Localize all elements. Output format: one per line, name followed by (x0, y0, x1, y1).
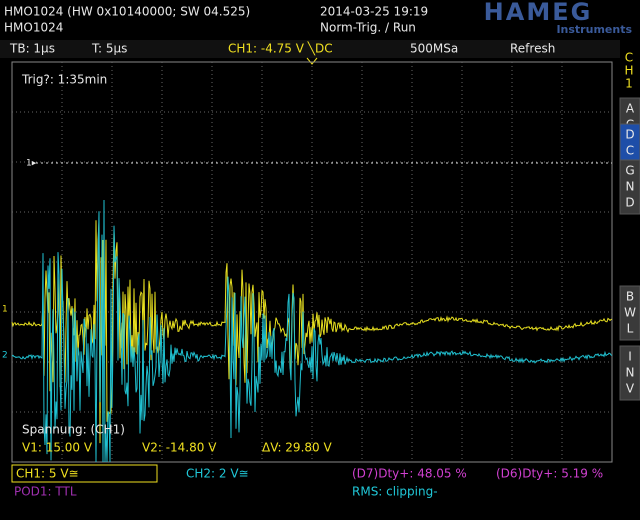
channel-letter: 1 (625, 77, 633, 91)
menu-button-label: N (626, 366, 635, 380)
ch2-scale: CH2: 2 V≅ (186, 467, 249, 481)
ch1-scale: CH1: 5 V≅ (16, 467, 79, 481)
menu-button-label: V (626, 382, 635, 396)
menu-button-label: W (624, 306, 636, 320)
trigger-time: T: 5µs (91, 42, 127, 56)
graticule (12, 62, 612, 462)
cursor-v1: V1: 15.00 V (22, 441, 93, 455)
menu-button-label: I (628, 350, 632, 364)
menu-button-label: B (626, 290, 634, 304)
menu-button-label: D (625, 128, 634, 142)
menu-button-label: N (626, 180, 635, 194)
device-info: HMO1024 (HW 0x10140000; SW 04.525) (4, 5, 250, 19)
trigger-info: Trig?: 1:35min (21, 73, 107, 87)
ch2-waveform (11, 199, 613, 463)
menu-button-label: L (627, 322, 634, 336)
channel-letter: H (624, 64, 633, 78)
ch1-box[interactable] (11, 464, 158, 483)
acquisition: Refresh (510, 42, 555, 56)
reference-marker: 1▸ (26, 159, 37, 169)
menu-button-label: D (625, 196, 634, 210)
menu-button[interactable] (619, 285, 640, 341)
side-menu: CH1ACDCGNDBWLINV (619, 51, 640, 401)
measure-2: (D6)Dty+: 5.19 % (496, 467, 603, 481)
menu-button-label: G (625, 164, 634, 178)
ch1-marker: 1 (2, 305, 8, 315)
cursor-delta: ΔV: 29.80 V (262, 441, 332, 455)
sample-rate: 500MSa (410, 42, 458, 56)
channel-letter: C (625, 51, 633, 65)
measure-3: RMS: clipping- (352, 485, 438, 499)
trigger-position (306, 57, 318, 65)
pod: POD1: TTL (14, 485, 77, 499)
measure-1: (D7)Dty+: 48.05 % (352, 467, 467, 481)
menu-button-label: A (626, 102, 635, 116)
menu-button[interactable] (619, 159, 640, 215)
cursor-v2: V2: -14.80 V (142, 441, 217, 455)
status-bar (0, 40, 620, 58)
device-name: HMO1024 (4, 21, 63, 35)
menu-button-label: C (626, 144, 634, 158)
logo-sub: Instruments (556, 23, 632, 36)
cursor-title: Spannung: (CH1) (22, 423, 125, 437)
timestamp: 2014-03-25 19:19 (320, 5, 428, 19)
trigger-level: CH1: -4.75 V ╲DC (228, 41, 333, 56)
trigger-mode: Norm-Trig. / Run (320, 21, 416, 35)
logo: HAMEG (484, 0, 593, 26)
timebase: TB: 1µs (9, 42, 55, 56)
menu-button[interactable] (619, 345, 640, 401)
ch2-marker: 2 (2, 351, 8, 361)
